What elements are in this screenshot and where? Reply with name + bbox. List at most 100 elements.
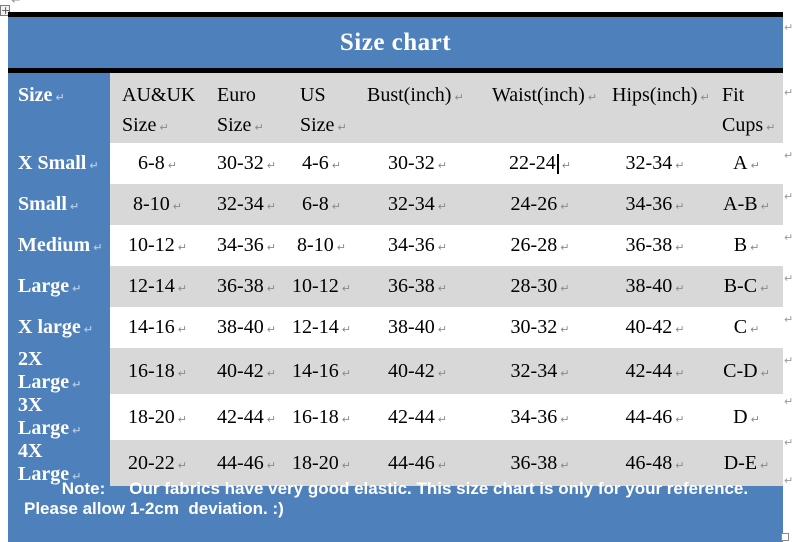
cell-waist[interactable]: 22-24 ↵ [480, 143, 600, 184]
cell-fit[interactable]: D-E ↵ [710, 440, 783, 486]
cell-end-mark-icon: ↵ [437, 282, 447, 295]
cell-euro[interactable]: 32-34 ↵ [205, 184, 288, 225]
table-row: Small ↵ 8-10 ↵ 32-34 ↵ 6-8 ↵ 32-34 ↵ 24-26 ↵ 34-36 ↵ A… [8, 184, 783, 225]
cell-bust[interactable]: 38-40 ↵ [355, 307, 480, 348]
cell-size[interactable]: 3X Large ↵ [8, 394, 110, 440]
cell-value: 38-40 [388, 316, 435, 338]
cell-fit[interactable]: D ↵ [710, 394, 783, 440]
cell-au_uk[interactable]: 6-8 ↵ [110, 143, 205, 184]
cell-euro[interactable]: 36-38 ↵ [205, 266, 288, 307]
cell-us[interactable]: 4-6 ↵ [288, 143, 355, 184]
cell-end-mark-icon: ↵ [560, 366, 570, 380]
cell-end-mark-icon: ↵ [560, 412, 570, 426]
cell-au_uk[interactable]: 16-18 ↵ [110, 348, 205, 394]
cell-end-mark-icon: ↵ [266, 412, 276, 426]
cell-end-mark-icon: ↵ [675, 159, 685, 172]
cell-value: 8-10 [133, 193, 170, 215]
cell-au_uk[interactable]: 14-16 ↵ [110, 307, 205, 348]
cell-end-mark-icon: ↵ [55, 91, 65, 104]
cell-hips[interactable]: 46-48 ↵ [600, 440, 710, 486]
cell-waist[interactable]: 32-34 ↵ [480, 348, 600, 394]
text-cursor [556, 154, 559, 174]
cell-euro[interactable]: 34-36 ↵ [205, 225, 288, 266]
cell-euro[interactable]: 40-42 ↵ [205, 348, 288, 394]
column-header-waist[interactable]: Waist(inch) ↵ [480, 73, 600, 143]
cell-us[interactable]: 14-16 ↵ [288, 348, 355, 394]
note-row[interactable]: Note: Our fabrics have very good elastic.… [8, 479, 783, 542]
cell-us[interactable]: 18-20 ↵ [288, 440, 355, 486]
cell-au_uk[interactable]: 18-20 ↵ [110, 394, 205, 440]
cell-end-mark-icon: ↵ [675, 412, 685, 426]
cell-end-mark-icon: ↵ [560, 282, 570, 295]
cell-waist[interactable]: 30-32 ↵ [480, 307, 600, 348]
cell-au_uk[interactable]: 8-10 ↵ [110, 184, 205, 225]
cell-us[interactable]: 10-12 ↵ [288, 266, 355, 307]
cell-size[interactable]: 2X Large ↵ [8, 348, 110, 394]
column-header-fit[interactable]: Fit Cups ↵ [710, 73, 783, 143]
cell-end-mark-icon: ↵ [341, 366, 351, 380]
cell-fit[interactable]: A ↵ [710, 143, 783, 184]
cell-fit[interactable]: B-C ↵ [710, 266, 783, 307]
cell-size[interactable]: Medium ↵ [8, 225, 110, 266]
chart-title[interactable]: Size chart [8, 17, 783, 68]
cell-bust[interactable]: 44-46 ↵ [355, 440, 480, 486]
column-header-au_uk[interactable]: AU&UK Size ↵ [110, 73, 205, 143]
cell-fit[interactable]: B ↵ [710, 225, 783, 266]
cell-waist[interactable]: 26-28 ↵ [480, 225, 600, 266]
cell-value: D-E [723, 451, 758, 474]
cell-bust[interactable]: 42-44 ↵ [355, 394, 480, 440]
cell-au_uk[interactable]: 12-14 ↵ [110, 266, 205, 307]
cell-size[interactable]: Large ↵ [8, 266, 110, 307]
cell-end-mark-icon: ↵ [760, 282, 770, 295]
cell-bust[interactable]: 34-36 ↵ [355, 225, 480, 266]
column-header-size[interactable]: Size ↵ [8, 73, 110, 143]
cell-waist[interactable]: 36-38 ↵ [480, 440, 600, 486]
cell-us[interactable]: 6-8 ↵ [288, 184, 355, 225]
cell-fit[interactable]: C-D ↵ [710, 348, 783, 394]
cell-au_uk[interactable]: 10-12 ↵ [110, 225, 205, 266]
column-header-us[interactable]: US Size ↵ [288, 73, 355, 143]
cell-euro[interactable]: 38-40 ↵ [205, 307, 288, 348]
cell-bust[interactable]: 32-34 ↵ [355, 184, 480, 225]
cell-hips[interactable]: 40-42 ↵ [600, 307, 710, 348]
cell-size[interactable]: Small ↵ [8, 184, 110, 225]
cell-hips[interactable]: 36-38 ↵ [600, 225, 710, 266]
cell-euro[interactable]: 42-44 ↵ [205, 394, 288, 440]
column-header-euro[interactable]: Euro Size ↵ [205, 73, 288, 143]
table-resize-handle-icon[interactable] [781, 533, 789, 541]
cell-hips[interactable]: 42-44 ↵ [600, 348, 710, 394]
cell-bust[interactable]: 36-38 ↵ [355, 266, 480, 307]
cell-end-mark-icon: ↵ [266, 200, 276, 213]
cell-euro[interactable]: 44-46 ↵ [205, 440, 288, 486]
cell-hips[interactable]: 34-36 ↵ [600, 184, 710, 225]
cell-waist[interactable]: 34-36 ↵ [480, 394, 600, 440]
cell-waist[interactable]: 28-30 ↵ [480, 266, 600, 307]
cell-value: 42-44 [217, 405, 264, 428]
cell-value: 4X Large [18, 440, 70, 485]
cell-us[interactable]: 12-14 ↵ [288, 307, 355, 348]
cell-size[interactable]: X large ↵ [8, 307, 110, 348]
cell-value: Medium [18, 234, 91, 256]
top-border [8, 12, 783, 17]
column-header-label: Euro Size [217, 84, 256, 136]
cell-fit[interactable]: C ↵ [710, 307, 783, 348]
cell-au_uk[interactable]: 20-22 ↵ [110, 440, 205, 486]
cell-euro[interactable]: 30-32 ↵ [205, 143, 288, 184]
column-header-label: Fit Cups [722, 84, 764, 136]
table-move-handle-icon[interactable]: + [0, 4, 11, 17]
cell-waist[interactable]: 24-26 ↵ [480, 184, 600, 225]
cell-size[interactable]: X Small ↵ [8, 143, 110, 184]
cell-hips[interactable]: 38-40 ↵ [600, 266, 710, 307]
cell-end-mark-icon: ↵ [69, 200, 80, 213]
column-header-bust[interactable]: Bust(inch) ↵ [355, 73, 480, 143]
cell-fit[interactable]: A-B ↵ [710, 184, 783, 225]
cell-hips[interactable]: 44-46 ↵ [600, 394, 710, 440]
cell-bust[interactable]: 30-32 ↵ [355, 143, 480, 184]
cell-end-mark-icon: ↵ [159, 121, 169, 134]
column-header-hips[interactable]: Hips(inch) ↵ [600, 73, 710, 143]
cell-hips[interactable]: 32-34 ↵ [600, 143, 710, 184]
cell-bust[interactable]: 40-42 ↵ [355, 348, 480, 394]
cell-us[interactable]: 16-18 ↵ [288, 394, 355, 440]
cell-size[interactable]: 4X Large ↵ [8, 440, 110, 486]
cell-us[interactable]: 8-10 ↵ [288, 225, 355, 266]
